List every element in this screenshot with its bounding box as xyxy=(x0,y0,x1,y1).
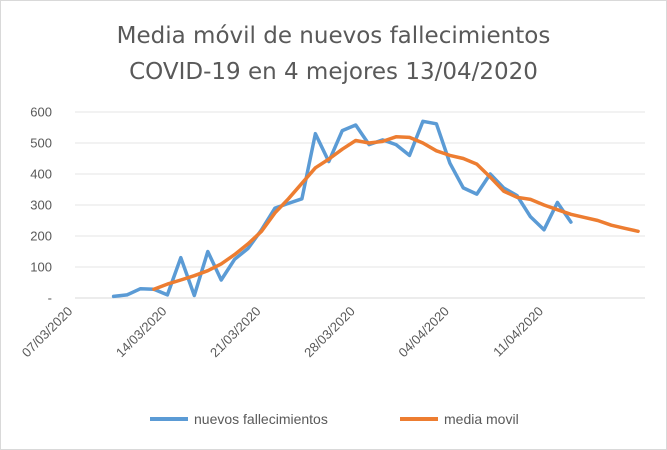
legend-label-media-movil: media movil xyxy=(444,411,519,427)
series-line-nuevos-fallecimientos xyxy=(111,119,573,299)
legend: nuevos fallecimientos media movil xyxy=(0,409,667,429)
x-tick-label: 04/04/2020 xyxy=(395,304,452,361)
chart-title-line-1: Media móvil de nuevos fallecimientos xyxy=(116,23,551,49)
y-tick-label: 600 xyxy=(30,105,52,120)
y-tick-label: 100 xyxy=(30,260,52,275)
x-axis-tick-labels: 07/03/2020 14/03/2020 21/03/2020 28/03/2020… xyxy=(19,304,546,361)
y-axis-tick-labels: - 100 200 300 400 500 600 xyxy=(30,105,52,306)
legend-swatch-orange xyxy=(400,417,438,421)
chart-title: Media móvil de nuevos fallecimientos COV… xyxy=(0,18,667,90)
x-tick-label: 21/03/2020 xyxy=(207,304,264,361)
series-line-media-movil xyxy=(152,135,640,292)
x-tick-label: 14/03/2020 xyxy=(113,304,170,361)
legend-label-nuevos-fallecimientos: nuevos fallecimientos xyxy=(194,411,328,427)
legend-item-nuevos-fallecimientos: nuevos fallecimientos xyxy=(150,409,328,429)
chart-title-line-2: COVID-19 en 4 mejores 13/04/2020 xyxy=(129,59,538,85)
series-lines xyxy=(111,119,640,299)
y-tick-label: 400 xyxy=(30,167,52,182)
x-tick-label: 11/04/2020 xyxy=(490,304,546,360)
gridlines xyxy=(75,111,645,299)
y-tick-label: 200 xyxy=(30,229,52,244)
x-tick-label: 28/03/2020 xyxy=(301,304,358,361)
y-tick-label: 300 xyxy=(30,198,52,213)
y-tick-label: - xyxy=(48,291,52,306)
x-tick-label: 07/03/2020 xyxy=(19,304,76,361)
legend-item-media-movil: media movil xyxy=(400,409,519,429)
legend-swatch-blue xyxy=(150,417,188,421)
y-tick-label: 500 xyxy=(30,136,52,151)
